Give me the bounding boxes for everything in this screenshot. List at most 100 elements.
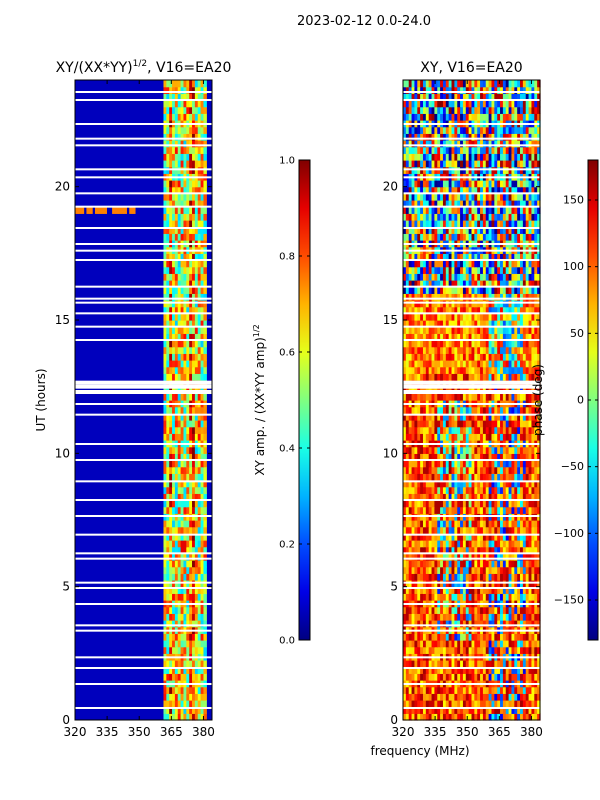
heatmap-cell: [474, 306, 478, 314]
heatmap-cell: [417, 693, 421, 701]
heatmap-cell: [525, 253, 530, 261]
heatmap-cell: [471, 353, 475, 361]
heatmap-cell: [420, 260, 424, 268]
heatmap-cell: [425, 420, 430, 428]
heatmap-cell: [454, 466, 458, 474]
heatmap-cell: [425, 253, 430, 261]
heatmap-cell: [502, 346, 507, 354]
heatmap-cell: [189, 493, 193, 501]
heatmap-cell: [192, 260, 196, 268]
heatmap-cell: [511, 293, 515, 301]
heatmap-cell: [408, 420, 413, 428]
heatmap-cell: [480, 373, 484, 381]
heatmap-cell: [203, 253, 207, 261]
heatmap-cell: [505, 420, 510, 428]
heatmap-cell: [177, 126, 182, 134]
heatmap-cell: [403, 560, 407, 568]
heatmap-cell: [434, 553, 438, 561]
heatmap-cell: [508, 413, 513, 421]
heatmap-cell: [482, 326, 487, 334]
heatmap-cell: [428, 413, 433, 421]
heatmap-cell: [192, 546, 196, 554]
heatmap-cell: [448, 326, 453, 334]
heatmap-cell: [471, 460, 475, 468]
heatmap-cell: [163, 546, 167, 554]
heatmap-cell: [172, 573, 176, 581]
heatmap-cell: [480, 293, 484, 301]
heatmap-cell: [422, 433, 427, 441]
heatmap-cell: [448, 333, 453, 341]
heatmap-cell: [525, 406, 530, 414]
heatmap-cell: [511, 693, 515, 701]
heatmap-cell: [448, 640, 453, 648]
heatmap-cell: [434, 280, 438, 288]
heatmap-cell: [180, 560, 185, 568]
heatmap-cell: [192, 700, 196, 708]
heatmap-cell: [408, 520, 413, 528]
heatmap-cell: [172, 293, 176, 301]
heatmap-cell: [192, 133, 196, 141]
heatmap-cell: [517, 520, 521, 528]
heatmap-cell: [517, 473, 521, 481]
heatmap-cell: [482, 553, 487, 561]
heatmap-cell: [408, 340, 413, 348]
heatmap-cell: [477, 533, 481, 541]
heatmap-cell: [194, 126, 199, 134]
heatmap-cell: [189, 193, 193, 201]
heatmap-cell: [437, 373, 441, 381]
heatmap-cell: [428, 420, 433, 428]
heatmap-cell: [477, 566, 481, 574]
heatmap-cell: [420, 673, 424, 681]
heatmap-cell: [525, 586, 530, 594]
heatmap-cell: [174, 333, 179, 341]
x-tick-label: 320: [64, 725, 87, 739]
heatmap-cell: [200, 193, 205, 201]
heatmap-cell: [497, 273, 501, 281]
heatmap-cell: [511, 520, 515, 528]
heatmap-cell: [174, 340, 179, 348]
heatmap-cell: [422, 346, 427, 354]
heatmap-cell: [474, 553, 478, 561]
heatmap-cell: [189, 106, 193, 114]
heatmap-cell: [166, 253, 170, 261]
heatmap-cell: [480, 620, 484, 628]
heatmap-cell: [417, 700, 421, 708]
heatmap-cell: [525, 340, 530, 348]
heatmap-cell: [480, 553, 484, 561]
heatmap-cell: [405, 406, 410, 414]
heatmap-cell: [454, 446, 458, 454]
heatmap-cell: [411, 273, 416, 281]
heatmap-cell: [457, 553, 461, 561]
heatmap-cell: [525, 713, 530, 721]
heatmap-cell: [180, 493, 185, 501]
heatmap-cell: [194, 306, 199, 314]
heatmap-cell: [174, 140, 179, 148]
heatmap-cell: [177, 493, 182, 501]
heatmap-cell: [422, 673, 427, 681]
heatmap-cell: [200, 426, 205, 434]
heatmap-cell: [180, 213, 185, 221]
heatmap-cell: [166, 666, 170, 674]
heatmap-cell: [491, 646, 495, 654]
heatmap-cell: [200, 660, 205, 668]
heatmap-cell: [174, 260, 179, 268]
heatmap-cell: [411, 560, 416, 568]
heatmap-cell: [169, 406, 173, 414]
heatmap-cell: [405, 573, 410, 581]
heatmap-cell: [442, 446, 447, 454]
heatmap-cell: [411, 566, 416, 574]
heatmap-cell: [500, 280, 504, 288]
heatmap-cell: [474, 660, 478, 668]
heatmap-cell: [422, 280, 427, 288]
heatmap-cell: [451, 340, 455, 348]
heatmap-cell: [522, 560, 527, 568]
heatmap-cell: [502, 540, 507, 548]
heatmap-cell: [197, 660, 202, 668]
heatmap-cell: [186, 613, 190, 621]
heatmap-cell: [77, 206, 82, 214]
heatmap-cell: [169, 660, 173, 668]
heatmap-cell: [508, 620, 513, 628]
heatmap-cell: [189, 326, 193, 334]
heatmap-cell: [417, 280, 421, 288]
heatmap-cell: [442, 366, 447, 374]
